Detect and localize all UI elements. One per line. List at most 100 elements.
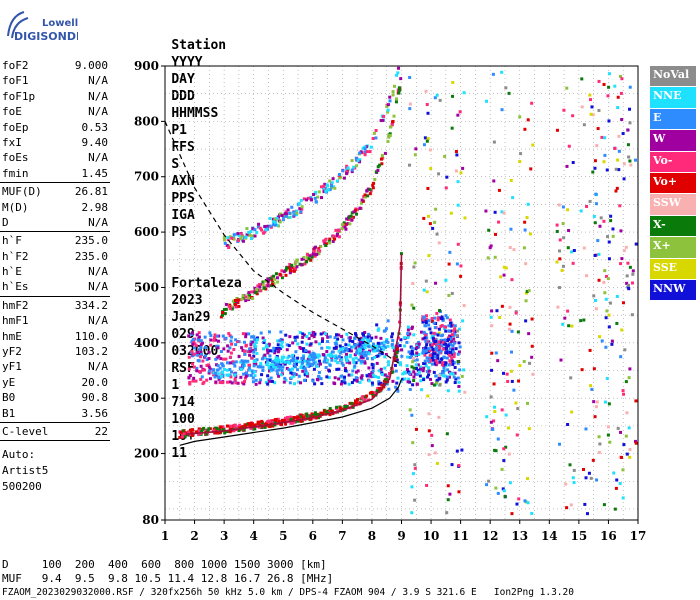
echo-point — [268, 379, 272, 383]
x-tick-label: 10 — [423, 529, 440, 543]
echo-point — [408, 332, 412, 336]
echo-point — [279, 343, 283, 347]
echo-point — [388, 133, 392, 137]
echo-point — [395, 381, 399, 385]
echo-point — [319, 332, 323, 336]
echo-point — [244, 374, 248, 378]
echo-point — [406, 334, 410, 338]
echo-point — [209, 334, 213, 338]
echo-point — [526, 501, 530, 505]
curves — [164, 121, 403, 446]
echo-point — [331, 177, 335, 181]
echo-point — [436, 333, 440, 337]
logo-line2: DIGISONDE — [14, 30, 78, 43]
legend-item-sse: SSE — [650, 258, 696, 279]
echo-point — [598, 442, 602, 446]
echo-point — [358, 340, 362, 344]
param-row: foEp 0.53 — [0, 120, 110, 135]
echo-point — [239, 367, 243, 371]
echo-point — [408, 355, 412, 359]
echo-point — [597, 450, 601, 454]
echo-point — [312, 251, 316, 255]
echo-point — [296, 356, 300, 360]
echo-point — [255, 351, 259, 355]
echo-point — [591, 113, 595, 117]
echo-point — [282, 270, 286, 274]
echo-point — [309, 342, 313, 346]
echo-point — [297, 202, 301, 206]
label-ps: PS — [171, 225, 187, 240]
echo-point — [244, 332, 248, 336]
echo-point — [571, 476, 575, 480]
echo-point — [423, 136, 427, 140]
echo-point — [383, 373, 387, 377]
y-tick-label: 600 — [134, 225, 159, 239]
echo-point — [567, 144, 571, 148]
echo-point — [276, 280, 280, 284]
echo-point — [250, 234, 254, 238]
echo-point — [274, 272, 278, 276]
distance-value: 200 — [74, 558, 95, 571]
echo-point — [605, 377, 609, 381]
echo-point — [531, 143, 535, 147]
echo-point — [300, 340, 304, 344]
echo-point — [529, 167, 533, 171]
echo-point — [444, 364, 448, 368]
echo-point — [199, 343, 203, 347]
param-value: 20.0 — [81, 375, 109, 389]
echo-point — [434, 281, 438, 285]
echo-point — [325, 183, 329, 187]
echo-point — [487, 228, 491, 232]
echo-point — [408, 75, 412, 79]
echo-point — [229, 351, 233, 355]
echo-point — [349, 349, 353, 353]
echo-point — [361, 360, 365, 364]
echo-point — [254, 341, 258, 345]
value-station: Fortaleza — [171, 276, 242, 291]
echo-point — [518, 364, 522, 368]
echo-point — [249, 424, 253, 428]
echo-point — [608, 440, 612, 444]
echo-point — [390, 123, 394, 127]
echo-point — [414, 366, 418, 370]
echo-point — [279, 363, 283, 367]
echo-point — [294, 260, 298, 264]
echo-point — [288, 335, 292, 339]
echo-point — [561, 222, 565, 226]
echo-point — [259, 426, 263, 430]
echo-point — [611, 234, 615, 238]
echo-point — [275, 223, 279, 227]
echo-point — [444, 325, 448, 329]
echo-point — [285, 266, 289, 270]
param-value: N/A — [88, 89, 108, 103]
echo-point — [379, 119, 383, 123]
echo-point — [343, 375, 347, 379]
echo-point — [579, 319, 583, 323]
echo-point — [565, 506, 569, 510]
polarization-legend: NoVal NNE E W Vo- Vo+ SSW X- X+ SSE NNW — [650, 66, 696, 301]
echo-point — [283, 416, 287, 420]
echo-point — [232, 348, 236, 352]
param-value: N/A — [88, 105, 108, 119]
echo-point — [493, 405, 497, 409]
echo-point — [448, 354, 452, 358]
echo-point — [397, 336, 401, 340]
echo-point — [405, 340, 409, 344]
echo-point — [380, 162, 384, 166]
echo-point — [421, 369, 425, 373]
echo-point — [559, 358, 563, 362]
y-tick-label: 80 — [142, 513, 159, 527]
echo-point — [443, 338, 447, 342]
echo-point — [584, 476, 588, 480]
echo-point — [424, 279, 428, 283]
echo-point — [312, 361, 316, 365]
echo-point — [407, 377, 411, 381]
echo-point — [344, 343, 348, 347]
echo-point — [626, 285, 630, 289]
echo-point — [431, 358, 435, 362]
echo-point — [426, 111, 430, 115]
echo-point — [358, 151, 362, 155]
echo-point — [323, 356, 327, 360]
echo-point — [457, 380, 461, 384]
echo-point — [199, 364, 203, 368]
